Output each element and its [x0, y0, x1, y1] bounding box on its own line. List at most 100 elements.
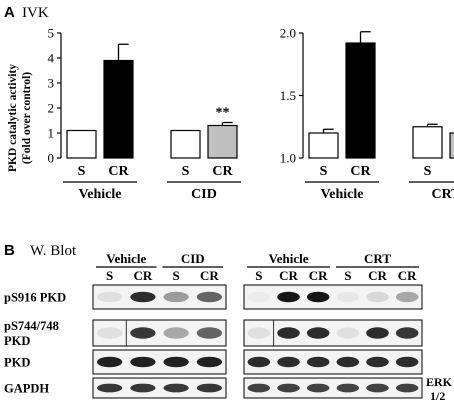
- group-label: CRT: [431, 187, 454, 202]
- blot-band: [247, 383, 271, 393]
- blot-band: [306, 327, 330, 339]
- x-tick-label: CR: [350, 164, 371, 179]
- row-label: PKD: [4, 334, 30, 348]
- blot-band: [277, 383, 300, 393]
- blot-strip: [243, 319, 423, 347]
- blot-band: [336, 383, 360, 393]
- blot-group-label: CRT: [364, 251, 391, 266]
- blot-band: [366, 327, 389, 339]
- lane-label: CR: [368, 268, 387, 283]
- y-tick-label: 1.5: [280, 88, 296, 103]
- blot-band: [96, 291, 123, 303]
- y-tick-label: 4: [48, 51, 55, 66]
- blot-band: [306, 291, 330, 303]
- blot-band: [306, 356, 330, 368]
- blot-band: [336, 356, 360, 368]
- blot-strip: [92, 377, 227, 399]
- blot-band: [163, 327, 189, 339]
- panel-a-title: IVK: [22, 5, 49, 21]
- y-tick-label: 1.0: [280, 151, 296, 166]
- blot-group-label: Vehicle: [269, 251, 309, 266]
- blot-band: [130, 356, 156, 368]
- bar: [207, 124, 238, 159]
- x-tick-label: S: [424, 164, 432, 179]
- y-tick-label: 0: [48, 151, 55, 166]
- blot-band: [247, 356, 271, 368]
- lane-label: CR: [309, 268, 328, 283]
- chart-cid: 0 1 2 3 4 5 S CR S CR ** Vehicle CID: [48, 26, 241, 202]
- blot-band: [306, 383, 330, 393]
- group-label: Vehicle: [320, 187, 363, 202]
- blot-band: [277, 291, 300, 303]
- significance-marker: **: [216, 106, 230, 121]
- blot-band: [130, 327, 156, 339]
- x-tick-label: S: [182, 164, 190, 179]
- row-label: pS744/748: [4, 319, 59, 333]
- lane-label: S: [344, 268, 351, 283]
- panel-a-letter: A: [4, 4, 15, 21]
- blot-band: [395, 356, 419, 368]
- lane-label: CR: [398, 268, 417, 283]
- blot-group-label: Vehicle: [106, 251, 146, 266]
- lane-label: S: [255, 268, 262, 283]
- blot-band: [366, 291, 389, 303]
- lane-label: CR: [200, 268, 219, 283]
- erk-label-line1: ERK: [426, 375, 453, 389]
- bar: [449, 132, 454, 159]
- x-tick-label: CR: [108, 164, 129, 179]
- blot-band: [196, 327, 223, 339]
- blot-band: [196, 383, 223, 393]
- panel-b-title: W. Blot: [30, 243, 77, 259]
- bar: [308, 132, 339, 159]
- row-label: pS916 PKD: [4, 291, 66, 305]
- y-tick-label: 5: [48, 26, 55, 41]
- blot-band: [96, 383, 123, 393]
- bar: [170, 129, 201, 159]
- lane-label: CR: [279, 268, 298, 283]
- western-blot-left: S CR S CR Vehicle CID: [92, 251, 227, 399]
- bar: [412, 126, 443, 159]
- blot-band: [130, 383, 156, 393]
- y-axis-label-line2: (Fold over control): [21, 72, 33, 164]
- row-label: PKD: [4, 356, 30, 370]
- y-tick-label: 2.0: [280, 26, 296, 41]
- y-tick-label: 3: [48, 76, 55, 91]
- panel-b-letter: B: [4, 242, 15, 259]
- blot-band: [196, 356, 223, 368]
- y-tick-label: 1: [48, 126, 55, 141]
- blot-band: [130, 291, 156, 303]
- blot-band: [163, 291, 189, 303]
- blot-band: [395, 383, 419, 393]
- blot-strip: [243, 284, 423, 310]
- blot-band: [96, 356, 123, 368]
- group-label: CID: [191, 187, 217, 202]
- blot-band: [277, 356, 300, 368]
- row-label: GAPDH: [4, 382, 49, 396]
- lane-label: S: [106, 268, 113, 283]
- blot-group-label: CID: [181, 251, 205, 266]
- blot-band: [366, 383, 389, 393]
- group-label: Vehicle: [78, 187, 121, 202]
- y-axis-label-line1: PKD catalytic activity: [7, 64, 19, 172]
- x-tick-label: CR: [212, 164, 233, 179]
- blot-band: [163, 383, 189, 393]
- blot-band: [366, 356, 389, 368]
- blot-band: [277, 327, 300, 339]
- bar: [66, 129, 97, 159]
- lane-label: CR: [133, 268, 152, 283]
- blot-band: [247, 291, 271, 303]
- blot-band: [336, 291, 360, 303]
- x-tick-label: S: [320, 164, 328, 179]
- blot-band: [196, 291, 223, 303]
- blot-band: [336, 327, 360, 339]
- blot-band: [395, 291, 419, 303]
- blot-band: [247, 327, 271, 339]
- x-tick-label: S: [78, 164, 86, 179]
- blot-strip: [243, 377, 423, 399]
- y-tick-label: 2: [48, 101, 55, 116]
- lane-label: S: [173, 268, 180, 283]
